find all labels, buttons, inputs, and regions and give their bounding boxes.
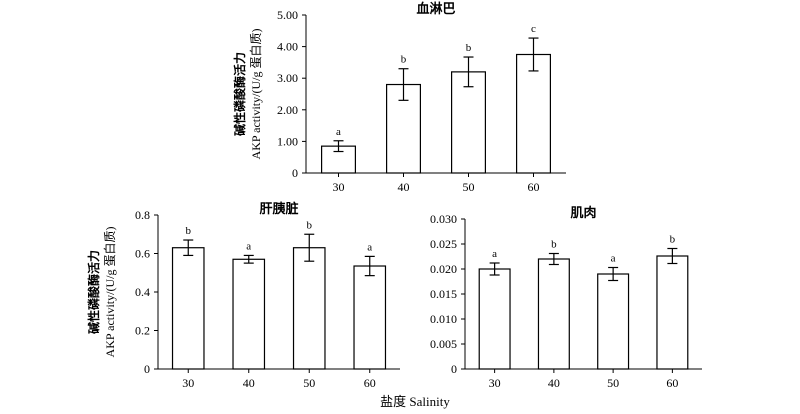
bar <box>597 273 630 370</box>
y-tick-label: 0 <box>451 362 457 376</box>
y-tick-label: 0.8 <box>135 208 150 222</box>
y-tick-label: 0.4 <box>135 285 150 299</box>
chart-title: 肌肉 <box>570 205 596 220</box>
y-label-english-top: AKP activity/(U/g 蛋白质) <box>248 29 263 160</box>
x-tick-label: 60 <box>364 376 376 390</box>
y-tick-label: 1.00 <box>277 134 298 148</box>
y-tick-label: 0 <box>292 166 298 180</box>
y-tick-label: 4.00 <box>277 40 298 54</box>
bottom-y-label: 碱性磷酸酶活力 AKP activity/(U/g 蛋白质) <box>86 227 117 358</box>
x-tick-label: 60 <box>666 376 678 390</box>
significance-letter: a <box>611 253 616 265</box>
chart-title: 肝胰脏 <box>259 201 298 216</box>
significance-letter: b <box>551 239 557 251</box>
y-label-english-bottom: AKP activity/(U/g 蛋白质) <box>102 227 117 358</box>
y-label-chinese-bottom: 碱性磷酸酶活力 <box>86 250 101 334</box>
x-tick-label: 50 <box>463 180 475 194</box>
significance-letter: b <box>466 42 472 54</box>
y-label-chinese-top: 碱性磷酸酶活力 <box>232 52 247 136</box>
significance-letter: b <box>670 234 676 246</box>
x-tick-label: 50 <box>607 376 619 390</box>
y-tick-label: 0.025 <box>430 237 457 251</box>
significance-letter: a <box>336 126 341 138</box>
x-tick-label: 30 <box>182 376 194 390</box>
significance-letter: a <box>246 240 251 252</box>
bar <box>537 258 570 370</box>
bar <box>292 247 326 370</box>
significance-letter: a <box>367 241 372 253</box>
x-tick-label: 40 <box>548 376 560 390</box>
chart-panel-1: 0 1.00 2.00 3.00 4.00 5.00 血淋巴 30 a 40 b 50 b 60 c <box>277 1 566 194</box>
y-tick-label: 0.005 <box>430 337 457 351</box>
y-tick-label: 2.00 <box>277 103 298 117</box>
bar <box>656 255 689 370</box>
significance-letter: b <box>401 54 407 66</box>
bar <box>515 53 551 174</box>
significance-letter: a <box>492 248 497 260</box>
y-tick-label: 0.020 <box>430 262 457 276</box>
x-tick-label: 30 <box>333 180 345 194</box>
y-tick-label: 0.6 <box>135 247 150 261</box>
significance-letter: c <box>531 23 536 35</box>
chart-panel-2: 0 0.2 0.4 0.6 0.8 肝胰脏 30 b 40 a 50 b 60 a <box>135 201 400 390</box>
chart-panels: 0 1.00 2.00 3.00 4.00 5.00 血淋巴 30 a 40 b 50 b 60 c 0 0.2… <box>135 1 702 390</box>
bar <box>171 247 205 370</box>
x-axis-label: 盐度 Salinity <box>380 394 450 409</box>
significance-letter: b <box>186 225 192 237</box>
bar <box>232 258 266 370</box>
y-tick-label: 0 <box>144 362 150 376</box>
y-tick-label: 0.2 <box>135 324 150 338</box>
significance-letter: b <box>307 219 313 231</box>
bar <box>353 265 387 370</box>
x-tick-label: 40 <box>398 180 410 194</box>
x-tick-label: 60 <box>528 180 540 194</box>
y-tick-label: 0.030 <box>430 212 457 226</box>
y-tick-label: 0.010 <box>430 312 457 326</box>
y-tick-label: 5.00 <box>277 8 298 22</box>
y-tick-label: 3.00 <box>277 71 298 85</box>
x-tick-label: 30 <box>489 376 501 390</box>
chart-panel-3: 0 0.005 0.010 0.015 0.020 0.025 0.030 肌肉 30 a 40 b 5… <box>430 205 702 390</box>
top-y-label: 碱性磷酸酶活力 AKP activity/(U/g 蛋白质) <box>232 29 263 160</box>
bar <box>478 268 511 370</box>
x-tick-label: 50 <box>303 376 315 390</box>
x-tick-label: 40 <box>243 376 255 390</box>
chart-title: 血淋巴 <box>416 1 455 16</box>
y-tick-label: 0.015 <box>430 287 457 301</box>
